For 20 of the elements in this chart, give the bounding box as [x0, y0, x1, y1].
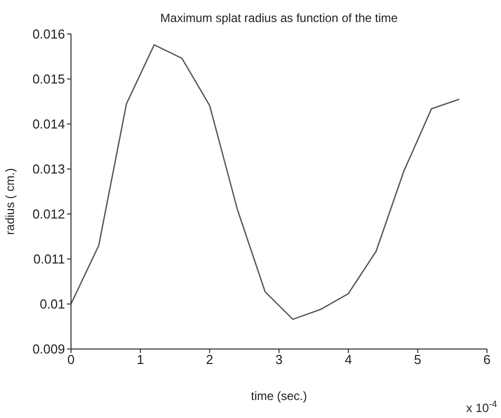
x-tick-label: 0	[67, 352, 75, 368]
y-tick-label: 0.011	[33, 252, 65, 267]
y-tick-label: 0.01	[40, 296, 65, 312]
y-tick-label: 0.015	[32, 72, 65, 87]
y-tick-label: 0.009	[32, 342, 65, 357]
x-axis-title: time (sec.)	[250, 389, 308, 403]
x-tick-label: 2	[206, 352, 214, 368]
x-tick-label: 3	[275, 352, 283, 368]
x-tick-label: 6	[483, 352, 491, 368]
y-tick-label: 0.016	[32, 26, 65, 42]
x-tick-label: 1	[136, 352, 144, 368]
line-series	[71, 44, 460, 320]
x-tick-label: 5	[414, 352, 422, 368]
y-tick-label: 0.013	[32, 162, 65, 177]
text: x 10$^{-4}$	[466, 399, 497, 415]
chart-title: Maximum splat radius as function of the time	[160, 11, 398, 25]
x-tick-label: 4	[344, 352, 352, 368]
y-tick-label: 0.012	[32, 206, 65, 222]
y-axis-title: radius ( cm.)	[3, 168, 17, 235]
y-tick-label: 0.014	[32, 116, 65, 132]
